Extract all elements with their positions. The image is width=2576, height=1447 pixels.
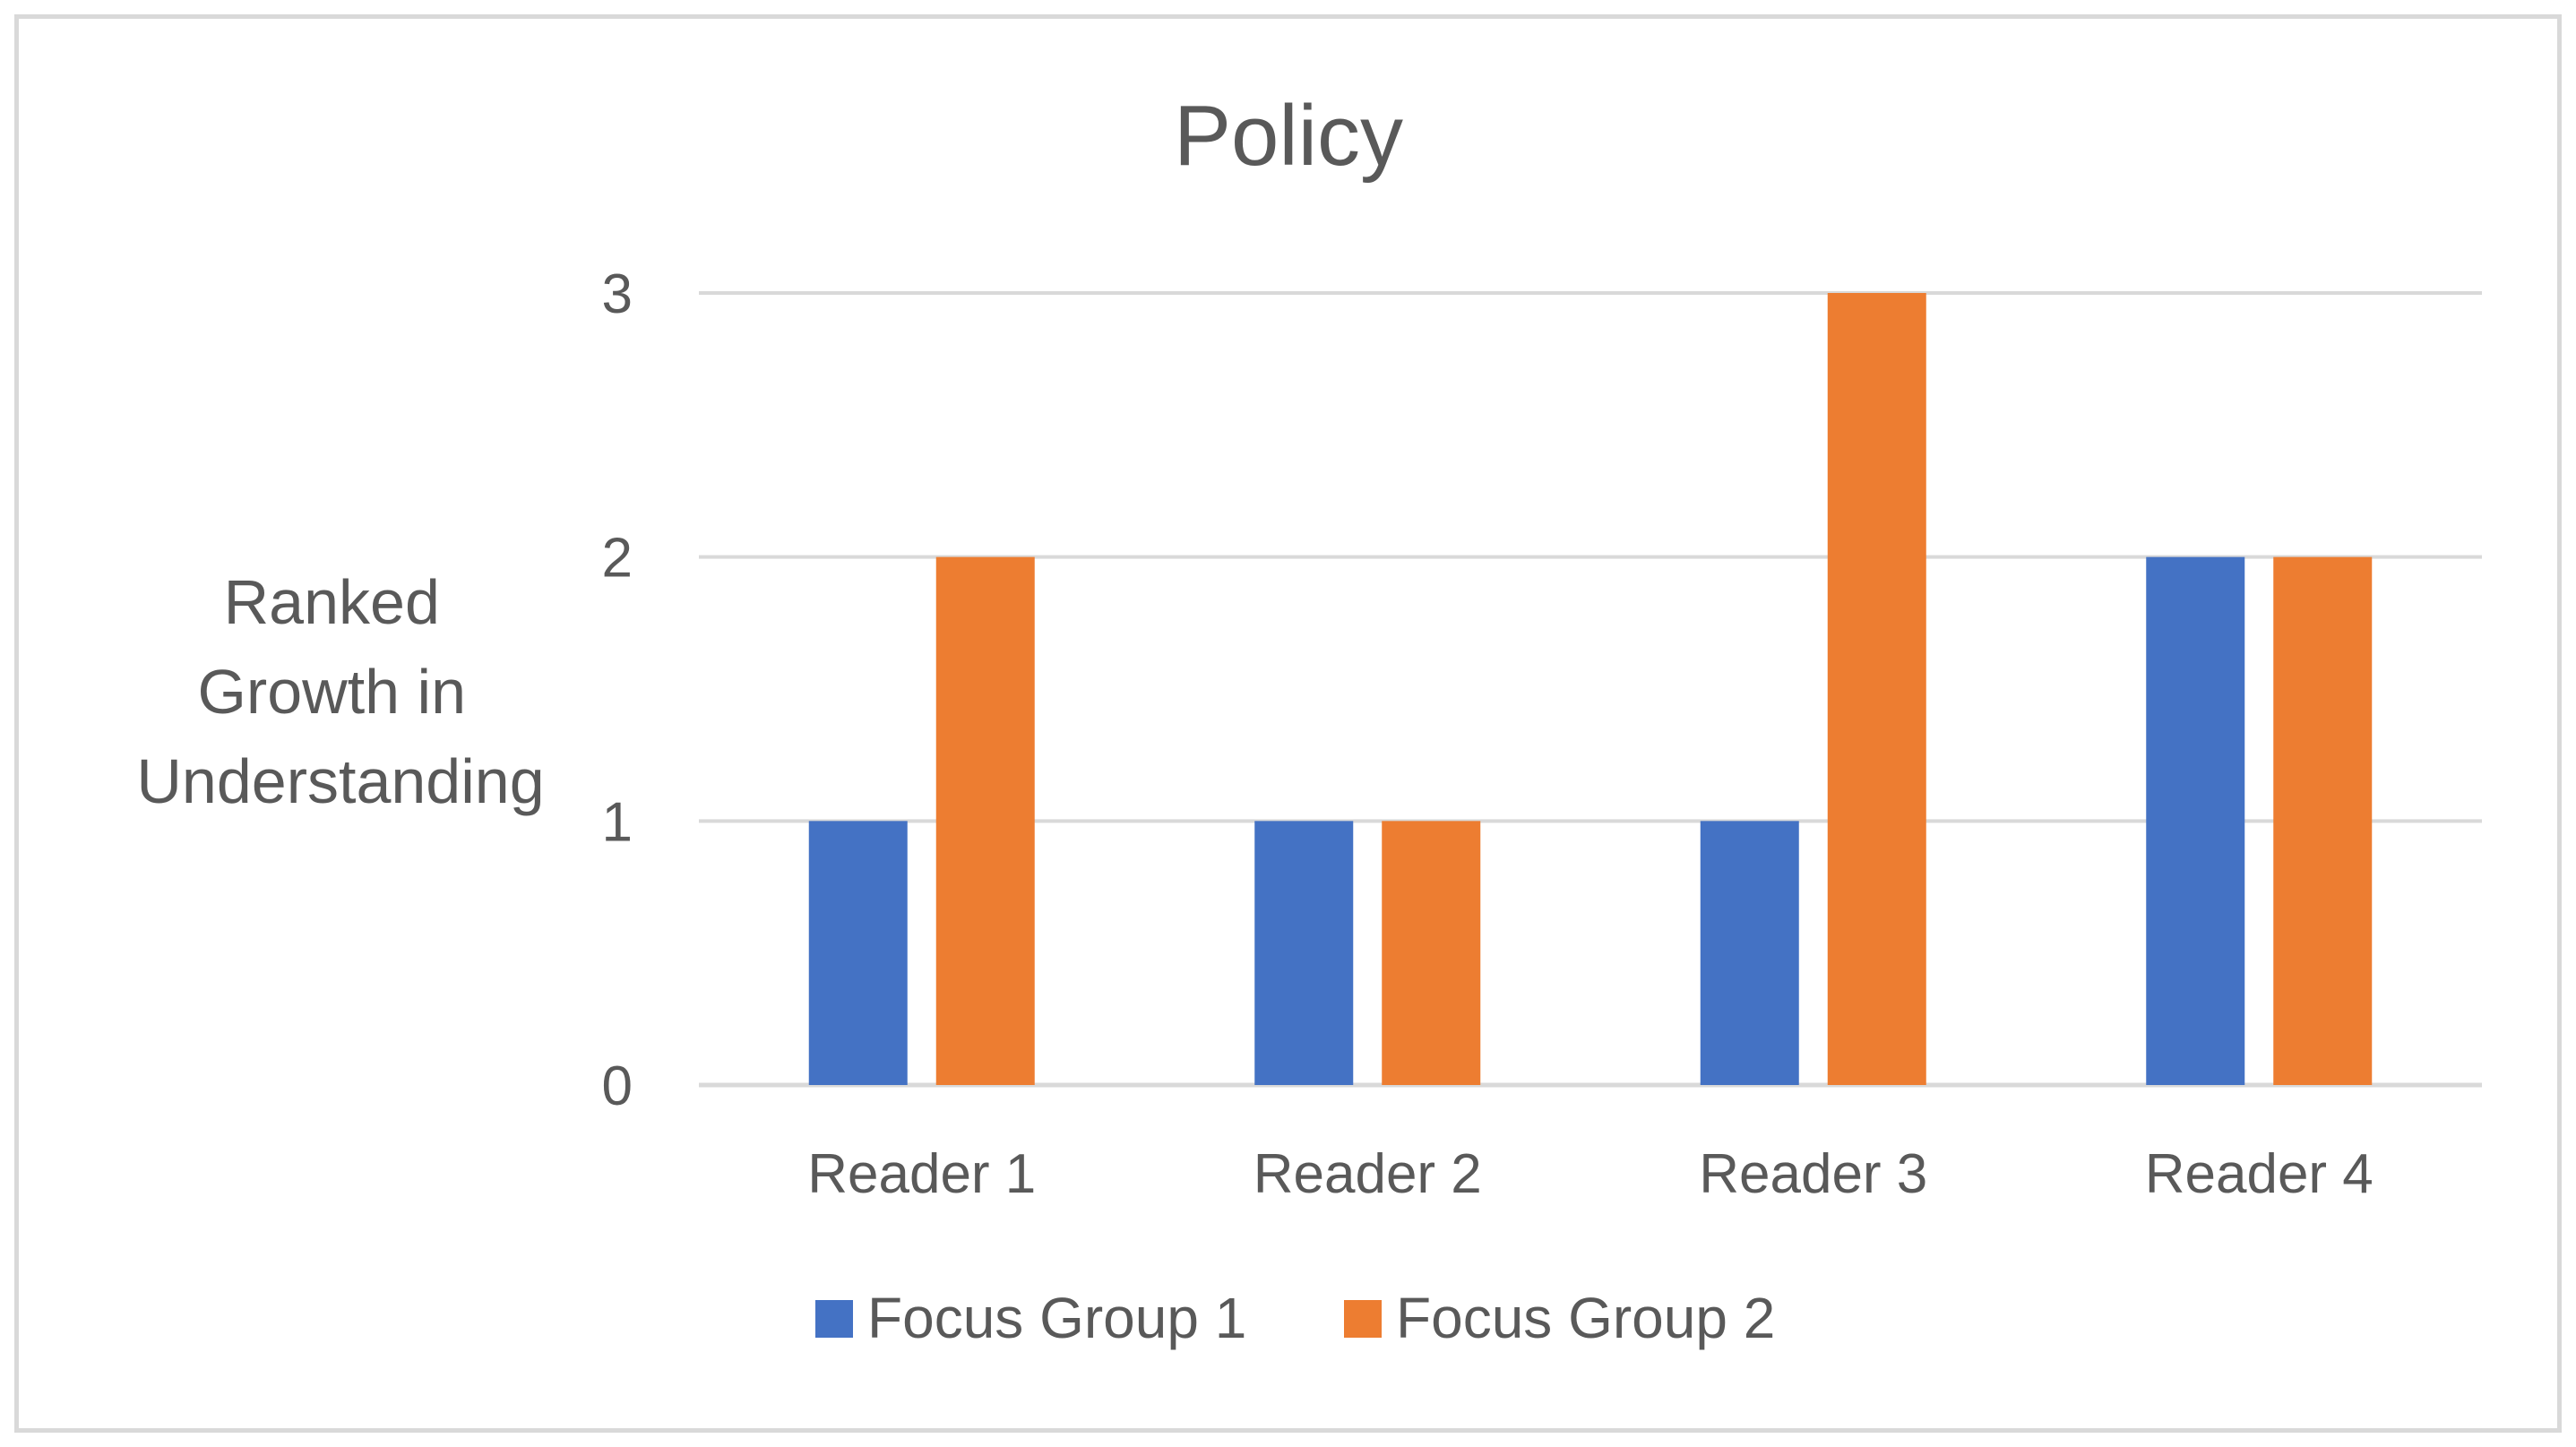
y-axis-title-line-1: Ranked — [224, 567, 440, 637]
bar-1-3 — [1700, 821, 1799, 1085]
x-tick-label-1: Reader 1 — [807, 1143, 1036, 1205]
bars — [808, 293, 2373, 1085]
x-tick-label-4: Reader 4 — [2145, 1143, 2374, 1205]
legend-label-focus-group-2: Focus Group 2 — [1396, 1286, 1775, 1350]
bar-2-3 — [1827, 293, 1926, 1085]
legend-swatch-focus-group-2 — [1344, 1300, 1382, 1338]
y-axis-title-line-3: Understanding — [136, 746, 544, 816]
y-axis-title: Ranked Growth in Understanding — [136, 567, 544, 816]
bar-2-1 — [935, 556, 1035, 1085]
legend-label-focus-group-1: Focus Group 1 — [867, 1286, 1246, 1350]
bar-2-2 — [1382, 821, 1481, 1085]
x-tick-labels: Reader 1 Reader 2 Reader 3 Reader 4 — [807, 1143, 2374, 1205]
y-tick-label-1: 1 — [602, 791, 633, 853]
x-tick-label-2: Reader 2 — [1254, 1143, 1482, 1205]
y-tick-label-3: 3 — [602, 263, 633, 325]
bar-1-2 — [1254, 821, 1354, 1085]
y-tick-label-0: 0 — [602, 1055, 633, 1117]
bar-1-1 — [808, 821, 908, 1085]
chart-title: Policy — [1174, 88, 1403, 184]
x-tick-label-3: Reader 3 — [1699, 1143, 1927, 1205]
y-tick-label-2: 2 — [602, 528, 633, 590]
legend: Focus Group 1 Focus Group 2 — [815, 1286, 1775, 1350]
bar-1-4 — [2146, 556, 2245, 1085]
y-axis-title-line-2: Growth in — [197, 657, 466, 727]
legend-swatch-focus-group-1 — [815, 1300, 853, 1338]
bar-2-4 — [2273, 556, 2373, 1085]
chart-frame — [14, 14, 2562, 1433]
y-tick-labels: 0 1 2 3 — [602, 263, 633, 1117]
